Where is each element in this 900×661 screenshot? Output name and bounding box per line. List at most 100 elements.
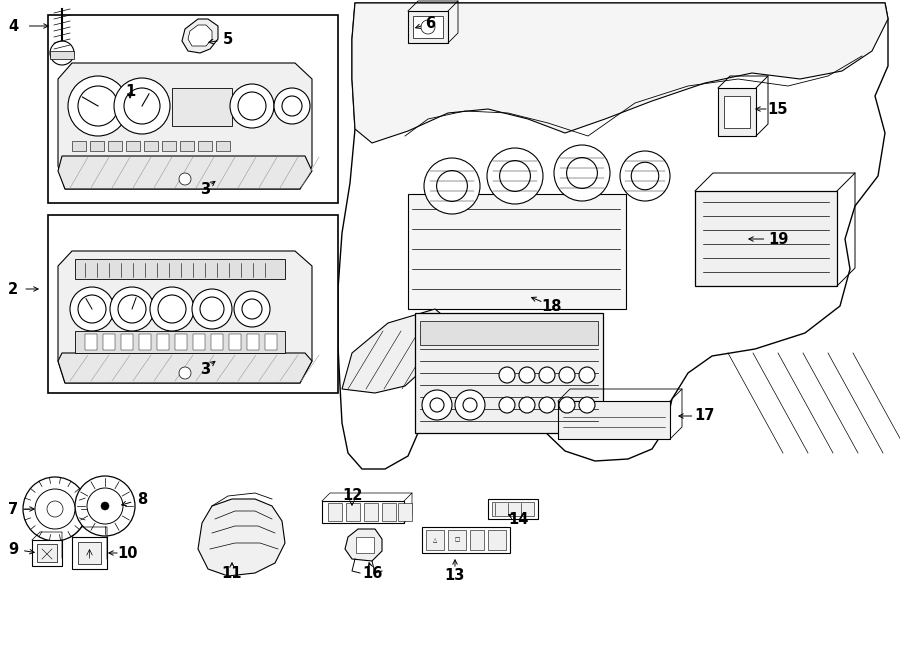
Bar	[37, 544, 57, 562]
Polygon shape	[352, 3, 888, 143]
Circle shape	[421, 20, 435, 34]
Bar	[492, 502, 534, 516]
Circle shape	[620, 151, 670, 201]
Bar	[422, 527, 510, 553]
Circle shape	[579, 397, 595, 413]
Circle shape	[559, 367, 575, 383]
Circle shape	[422, 390, 452, 420]
Text: 10: 10	[118, 545, 139, 561]
Circle shape	[238, 92, 266, 120]
Bar	[488, 499, 538, 519]
Circle shape	[124, 88, 160, 124]
Polygon shape	[58, 156, 312, 189]
Bar	[470, 530, 484, 550]
Bar	[198, 141, 212, 151]
Bar	[408, 194, 626, 309]
Text: 13: 13	[445, 568, 465, 584]
Bar	[144, 141, 158, 151]
Circle shape	[455, 390, 485, 420]
Polygon shape	[58, 63, 312, 189]
Circle shape	[70, 287, 114, 331]
Polygon shape	[198, 499, 285, 576]
Bar	[72, 141, 86, 151]
Text: 12: 12	[342, 488, 362, 504]
Polygon shape	[182, 19, 218, 53]
Bar	[180, 141, 194, 151]
Bar	[346, 503, 360, 521]
Bar	[420, 321, 598, 345]
Circle shape	[539, 367, 555, 383]
Text: 17: 17	[695, 408, 716, 424]
Bar	[229, 334, 241, 350]
Circle shape	[499, 397, 515, 413]
Polygon shape	[342, 309, 452, 393]
Bar	[50, 51, 74, 59]
Bar	[695, 191, 837, 286]
Circle shape	[559, 397, 575, 413]
Bar	[32, 540, 62, 566]
Bar	[356, 537, 374, 553]
Circle shape	[118, 295, 146, 323]
Bar	[247, 334, 259, 350]
Circle shape	[150, 287, 194, 331]
Bar	[265, 334, 277, 350]
Circle shape	[519, 367, 535, 383]
Circle shape	[78, 295, 106, 323]
Bar	[448, 530, 466, 550]
Text: 2: 2	[8, 282, 18, 297]
Text: 11: 11	[221, 566, 242, 580]
Bar	[724, 96, 750, 128]
Circle shape	[47, 501, 63, 517]
Bar	[139, 334, 151, 350]
Bar	[48, 15, 338, 203]
Text: △: △	[433, 537, 437, 543]
Circle shape	[192, 289, 232, 329]
Bar	[75, 331, 285, 353]
Circle shape	[179, 173, 191, 185]
Polygon shape	[58, 251, 312, 383]
Circle shape	[487, 148, 543, 204]
Circle shape	[158, 295, 186, 323]
Bar	[172, 88, 232, 126]
Circle shape	[78, 86, 118, 126]
Bar	[108, 141, 122, 151]
Polygon shape	[345, 529, 382, 561]
Bar	[85, 334, 97, 350]
Text: 6: 6	[425, 15, 435, 30]
Bar	[426, 530, 444, 550]
Text: 4: 4	[8, 19, 18, 34]
Bar	[78, 542, 101, 564]
Text: 8: 8	[137, 492, 147, 506]
Circle shape	[499, 367, 515, 383]
Text: 16: 16	[362, 566, 382, 580]
Circle shape	[500, 161, 530, 192]
Circle shape	[23, 477, 87, 541]
Bar	[90, 141, 104, 151]
Circle shape	[274, 88, 310, 124]
Circle shape	[87, 488, 123, 524]
Polygon shape	[58, 353, 312, 383]
Bar	[103, 334, 115, 350]
Text: 15: 15	[768, 102, 788, 116]
Text: 7: 7	[8, 502, 18, 516]
Bar	[382, 503, 396, 521]
Bar	[398, 503, 412, 521]
Text: 9: 9	[8, 541, 18, 557]
Circle shape	[179, 367, 191, 379]
Circle shape	[519, 397, 535, 413]
Circle shape	[436, 171, 467, 202]
Bar	[48, 215, 338, 393]
Text: 14: 14	[508, 512, 528, 527]
Bar	[75, 259, 285, 279]
Circle shape	[68, 76, 128, 136]
Circle shape	[230, 84, 274, 128]
Circle shape	[242, 299, 262, 319]
Bar	[193, 334, 205, 350]
Circle shape	[234, 291, 270, 327]
Bar	[413, 16, 443, 38]
Circle shape	[200, 297, 224, 321]
Bar	[157, 334, 169, 350]
Text: 1: 1	[125, 83, 135, 98]
Circle shape	[567, 157, 598, 188]
Circle shape	[579, 367, 595, 383]
